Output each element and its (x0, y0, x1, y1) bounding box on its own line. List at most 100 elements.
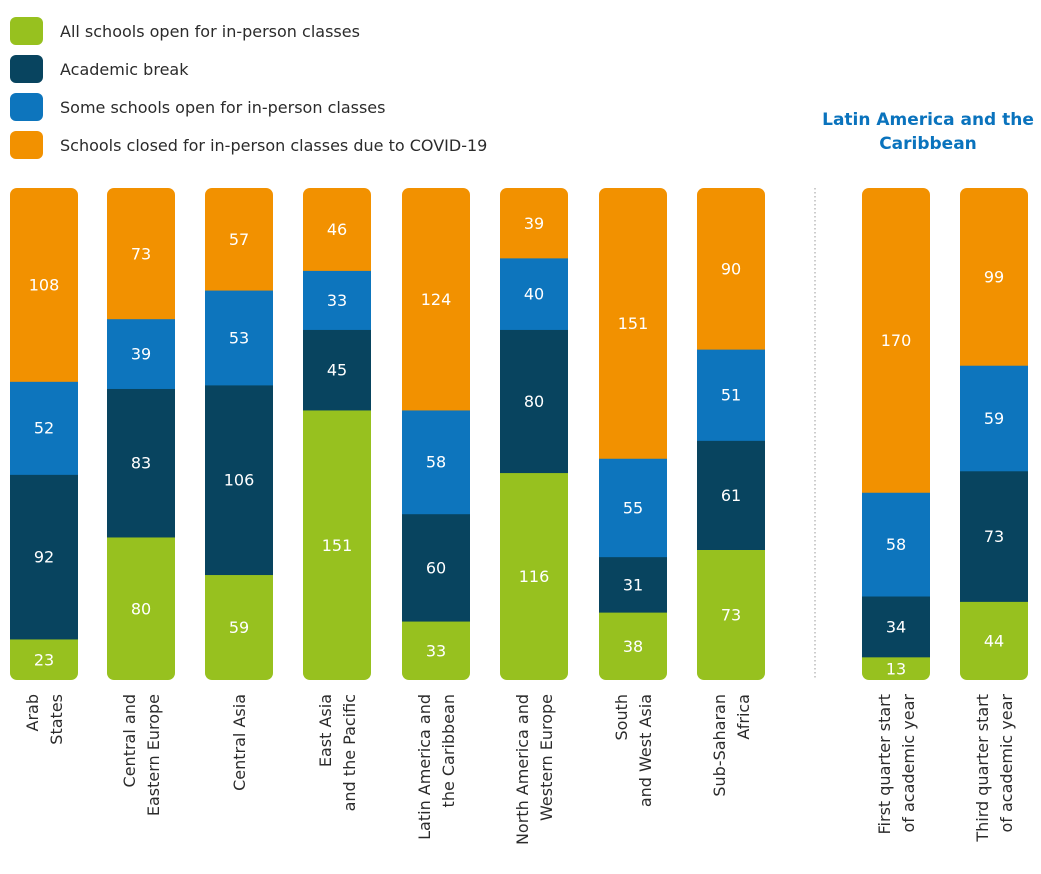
legend-item-closed: Schools closed for in-person classes due… (10, 126, 630, 164)
bar-segment-south-and-west-asia-some-schools-open-for-in-person-classes (599, 458, 667, 558)
value-label-third-quarter-start-of-academic-year-academic-break: 73 (984, 527, 1004, 546)
category-label-east-asia-and-the-pacific-line-2: and the Pacific (340, 694, 359, 811)
legend-label-some-open: Some schools open for in-person classes (60, 97, 386, 117)
value-label-central-asia-academic-break: 106 (224, 471, 255, 490)
bar-arab-states (10, 188, 78, 680)
category-label-north-america-and-western-europe-line-1: North America and (513, 694, 532, 845)
bar-segment-arab-states-all-schools-open-for-in-person-classes (10, 638, 78, 680)
bar-latin-america-and-the-caribbean (402, 188, 470, 680)
bar-segment-central-asia-academic-break (205, 384, 273, 576)
value-label-third-quarter-start-of-academic-year-schools-closed-for-in-person-classes-due-to-covid-19: 99 (984, 268, 1004, 287)
legend-label-all-open: All schools open for in-person classes (60, 21, 360, 41)
bar-segment-sub-saharan-africa-academic-break (697, 440, 765, 550)
bar-south-and-west-asia (599, 188, 667, 680)
category-label-first-quarter-start-of-academic-year-line-1: First quarter start (875, 694, 894, 834)
bar-sub-saharan-africa (697, 188, 765, 680)
value-label-east-asia-and-the-pacific-all-schools-open-for-in-person-classes: 151 (322, 536, 353, 555)
legend-label-academic-break: Academic break (60, 59, 189, 79)
bar-segment-central-asia-some-schools-open-for-in-person-classes (205, 289, 273, 386)
bar-segment-arab-states-some-schools-open-for-in-person-classes (10, 381, 78, 475)
value-label-third-quarter-start-of-academic-year-all-schools-open-for-in-person-classes: 44 (984, 632, 1004, 651)
value-label-east-asia-and-the-pacific-academic-break: 45 (327, 361, 347, 380)
bar-segment-arab-states-schools-closed-for-in-person-classes-due-to-covid-19 (10, 188, 78, 382)
value-label-latin-america-and-the-caribbean-some-schools-open-for-in-person-classes: 58 (426, 453, 446, 472)
category-label-south-and-west-asia-line-1: South (612, 694, 631, 741)
value-label-arab-states-schools-closed-for-in-person-classes-due-to-covid-19: 108 (29, 276, 60, 295)
bar-segment-east-asia-and-the-pacific-academic-break (303, 329, 371, 411)
value-label-first-quarter-start-of-academic-year-all-schools-open-for-in-person-classes: 13 (886, 659, 906, 678)
bar-segment-south-and-west-asia-all-schools-open-for-in-person-classes (599, 612, 667, 680)
value-label-east-asia-and-the-pacific-some-schools-open-for-in-person-classes: 33 (327, 291, 347, 310)
value-label-central-and-eastern-europe-some-schools-open-for-in-person-classes: 39 (131, 344, 151, 363)
value-label-sub-saharan-africa-some-schools-open-for-in-person-classes: 51 (721, 386, 741, 405)
value-label-south-and-west-asia-academic-break: 31 (623, 575, 643, 594)
legend-label-closed: Schools closed for in-person classes due… (60, 135, 488, 155)
value-label-first-quarter-start-of-academic-year-schools-closed-for-in-person-classes-due-to-covid-19: 170 (881, 331, 912, 350)
legend: All schools open for in-person classes A… (10, 12, 630, 164)
category-label-latin-america-and-the-caribbean-line-2: the Caribbean (439, 694, 458, 807)
bar-segment-first-quarter-start-of-academic-year-some-schools-open-for-in-person-classes (862, 492, 930, 597)
bar-segment-central-asia-all-schools-open-for-in-person-classes (205, 574, 273, 680)
value-label-latin-america-and-the-caribbean-schools-closed-for-in-person-classes-due-to-covid-19: 124 (421, 290, 452, 309)
category-label-latin-america-and-the-caribbean-line-1: Latin America and (415, 694, 434, 840)
region-title: Latin America and the Caribbean (822, 110, 1034, 154)
bar-segment-latin-america-and-the-caribbean-some-schools-open-for-in-person-classes (402, 409, 470, 515)
bar-segment-third-quarter-start-of-academic-year-schools-closed-for-in-person-classes-due-to-covid-19 (960, 188, 1028, 366)
value-label-first-quarter-start-of-academic-year-some-schools-open-for-in-person-classes: 58 (886, 535, 906, 554)
bar-segment-sub-saharan-africa-schools-closed-for-in-person-classes-due-to-covid-19 (697, 188, 765, 350)
category-label-arab-states-line-1: Arab (23, 694, 42, 731)
bar-segment-east-asia-and-the-pacific-schools-closed-for-in-person-classes-due-to-covid-19 (303, 188, 371, 271)
value-label-central-asia-schools-closed-for-in-person-classes-due-to-covid-19: 57 (229, 230, 249, 249)
value-label-latin-america-and-the-caribbean-all-schools-open-for-in-person-classes: 33 (426, 641, 446, 660)
category-label-central-and-eastern-europe-line-1: Central and (120, 694, 139, 787)
bar-east-asia-and-the-pacific (303, 188, 371, 680)
value-label-south-and-west-asia-some-schools-open-for-in-person-classes: 55 (623, 498, 643, 517)
legend-item-all-open: All schools open for in-person classes (10, 12, 630, 50)
value-label-central-and-eastern-europe-all-schools-open-for-in-person-classes: 80 (131, 599, 151, 618)
bar-segment-first-quarter-start-of-academic-year-academic-break (862, 595, 930, 658)
legend-item-some-open: Some schools open for in-person classes (10, 88, 630, 126)
category-label-sub-saharan-africa-line-1: Sub-Saharan (710, 694, 729, 797)
value-label-central-asia-some-schools-open-for-in-person-classes: 53 (229, 328, 249, 347)
bar-segment-third-quarter-start-of-academic-year-academic-break (960, 470, 1028, 602)
bar-segment-first-quarter-start-of-academic-year-schools-closed-for-in-person-classes-due-to-covid-19 (862, 188, 930, 493)
value-label-south-and-west-asia-all-schools-open-for-in-person-classes: 38 (623, 637, 643, 656)
category-label-sub-saharan-africa-line-2: Africa (734, 694, 753, 740)
category-label-third-quarter-start-of-academic-year-line-1: Third quarter start (973, 694, 992, 843)
bar-segment-south-and-west-asia-schools-closed-for-in-person-classes-due-to-covid-19 (599, 188, 667, 459)
value-label-third-quarter-start-of-academic-year-some-schools-open-for-in-person-classes: 59 (984, 409, 1004, 428)
bar-segment-latin-america-and-the-caribbean-all-schools-open-for-in-person-classes (402, 620, 470, 680)
category-label-first-quarter-start-of-academic-year-line-2: of academic year (899, 694, 918, 833)
bar-central-asia (205, 188, 273, 680)
value-label-central-asia-all-schools-open-for-in-person-classes: 59 (229, 618, 249, 637)
legend-swatch-closed (10, 131, 43, 159)
category-label-central-and-eastern-europe-line-2: Eastern Europe (144, 694, 163, 816)
value-label-arab-states-academic-break: 92 (34, 548, 54, 567)
value-label-central-and-eastern-europe-academic-break: 83 (131, 454, 151, 473)
category-label-central-asia-line-1: Central Asia (230, 694, 249, 791)
bar-segment-north-america-and-western-europe-academic-break (500, 329, 568, 474)
bar-segment-sub-saharan-africa-all-schools-open-for-in-person-classes (697, 549, 765, 680)
legend-swatch-some-open (10, 93, 43, 121)
value-label-latin-america-and-the-caribbean-academic-break: 60 (426, 558, 446, 577)
bar-segment-central-and-eastern-europe-all-schools-open-for-in-person-classes (107, 536, 175, 680)
bar-segment-third-quarter-start-of-academic-year-all-schools-open-for-in-person-classes (960, 601, 1028, 680)
bar-segment-central-asia-schools-closed-for-in-person-classes-due-to-covid-19 (205, 188, 273, 291)
bar-segment-east-asia-and-the-pacific-some-schools-open-for-in-person-classes (303, 270, 371, 330)
bar-north-america-and-western-europe (500, 188, 568, 680)
legend-swatch-academic-break (10, 55, 43, 83)
value-label-south-and-west-asia-schools-closed-for-in-person-classes-due-to-covid-19: 151 (618, 314, 649, 333)
bar-segment-north-america-and-western-europe-schools-closed-for-in-person-classes-due-to-covid-19 (500, 188, 568, 259)
bar-segment-latin-america-and-the-caribbean-academic-break (402, 513, 470, 622)
legend-swatch-all-open (10, 17, 43, 45)
bar-segment-central-and-eastern-europe-some-schools-open-for-in-person-classes (107, 318, 175, 389)
value-label-arab-states-all-schools-open-for-in-person-classes: 23 (34, 650, 54, 669)
bar-first-quarter-start-of-academic-year (862, 188, 930, 680)
value-label-east-asia-and-the-pacific-schools-closed-for-in-person-classes-due-to-covid-19: 46 (327, 220, 347, 239)
value-label-sub-saharan-africa-academic-break: 61 (721, 486, 741, 505)
legend-item-academic-break: Academic break (10, 50, 630, 88)
bar-central-and-eastern-europe (107, 188, 175, 680)
category-label-arab-states-line-2: States (47, 694, 66, 745)
value-label-central-and-eastern-europe-schools-closed-for-in-person-classes-due-to-covid-19: 73 (131, 244, 151, 263)
